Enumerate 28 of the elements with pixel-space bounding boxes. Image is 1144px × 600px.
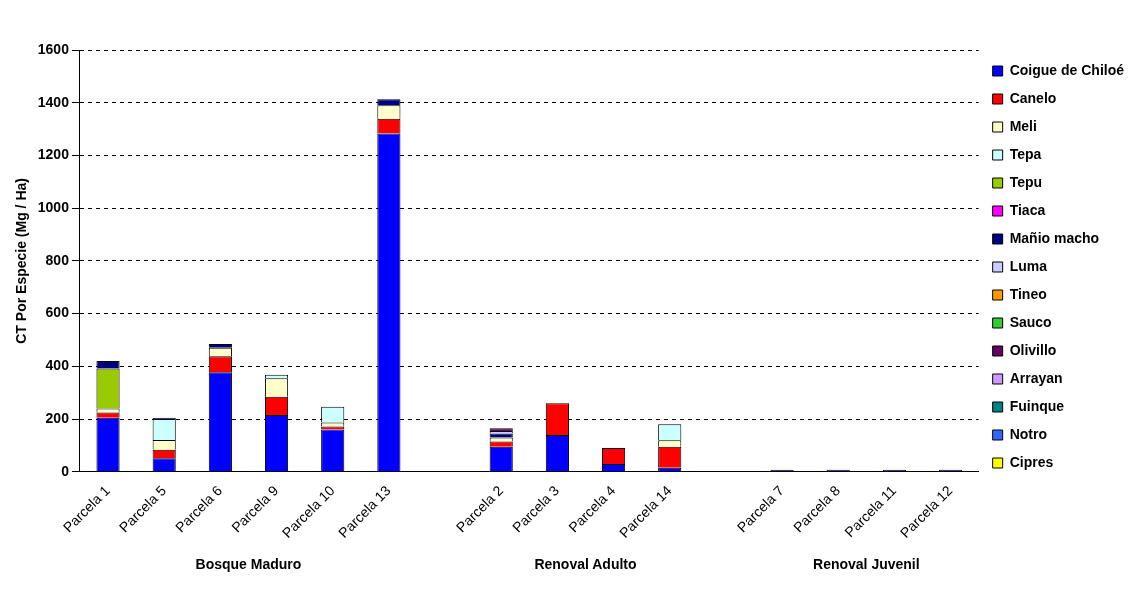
legend-label: Sauco <box>1009 313 1052 330</box>
legend-label: Mañio macho <box>1009 229 1100 246</box>
legend-label: Coigue de Chiloé <box>1009 61 1125 78</box>
y-tick-label: 200 <box>45 409 70 426</box>
legend-label: Meli <box>1009 117 1037 134</box>
text: Bosque Maduro <box>195 555 302 572</box>
y-tick-label: 1600 <box>37 40 70 57</box>
legend-label: Fuinque <box>1009 397 1065 414</box>
text: Renoval Adulto <box>534 555 637 572</box>
legend-label: Cipres <box>1009 453 1054 470</box>
y-tick-label: 1200 <box>37 146 70 163</box>
legend-label: Canelo <box>1009 89 1057 106</box>
legend-label: Tepa <box>1009 145 1042 162</box>
legend-label: Notro <box>1009 425 1047 442</box>
legend-label: Tineo <box>1009 285 1047 302</box>
legend-label: Tepu <box>1009 173 1043 190</box>
legend-label: Luma <box>1009 257 1048 274</box>
y-axis-title: CT Por Especie (Mg / Ha) <box>13 178 30 344</box>
legend-label: Olivillo <box>1009 341 1057 358</box>
legend-label: Tiaca <box>1009 201 1046 218</box>
y-tick-label: 1000 <box>37 199 70 216</box>
y-tick-label: 1400 <box>37 93 70 110</box>
legend-label: Arrayan <box>1009 369 1063 386</box>
y-tick-label: 400 <box>45 357 70 374</box>
y-tick-label: 800 <box>45 251 70 268</box>
y-tick-label: 0 <box>61 462 70 479</box>
text: Renoval Juvenil <box>813 555 920 572</box>
y-tick-label: 600 <box>45 304 70 321</box>
